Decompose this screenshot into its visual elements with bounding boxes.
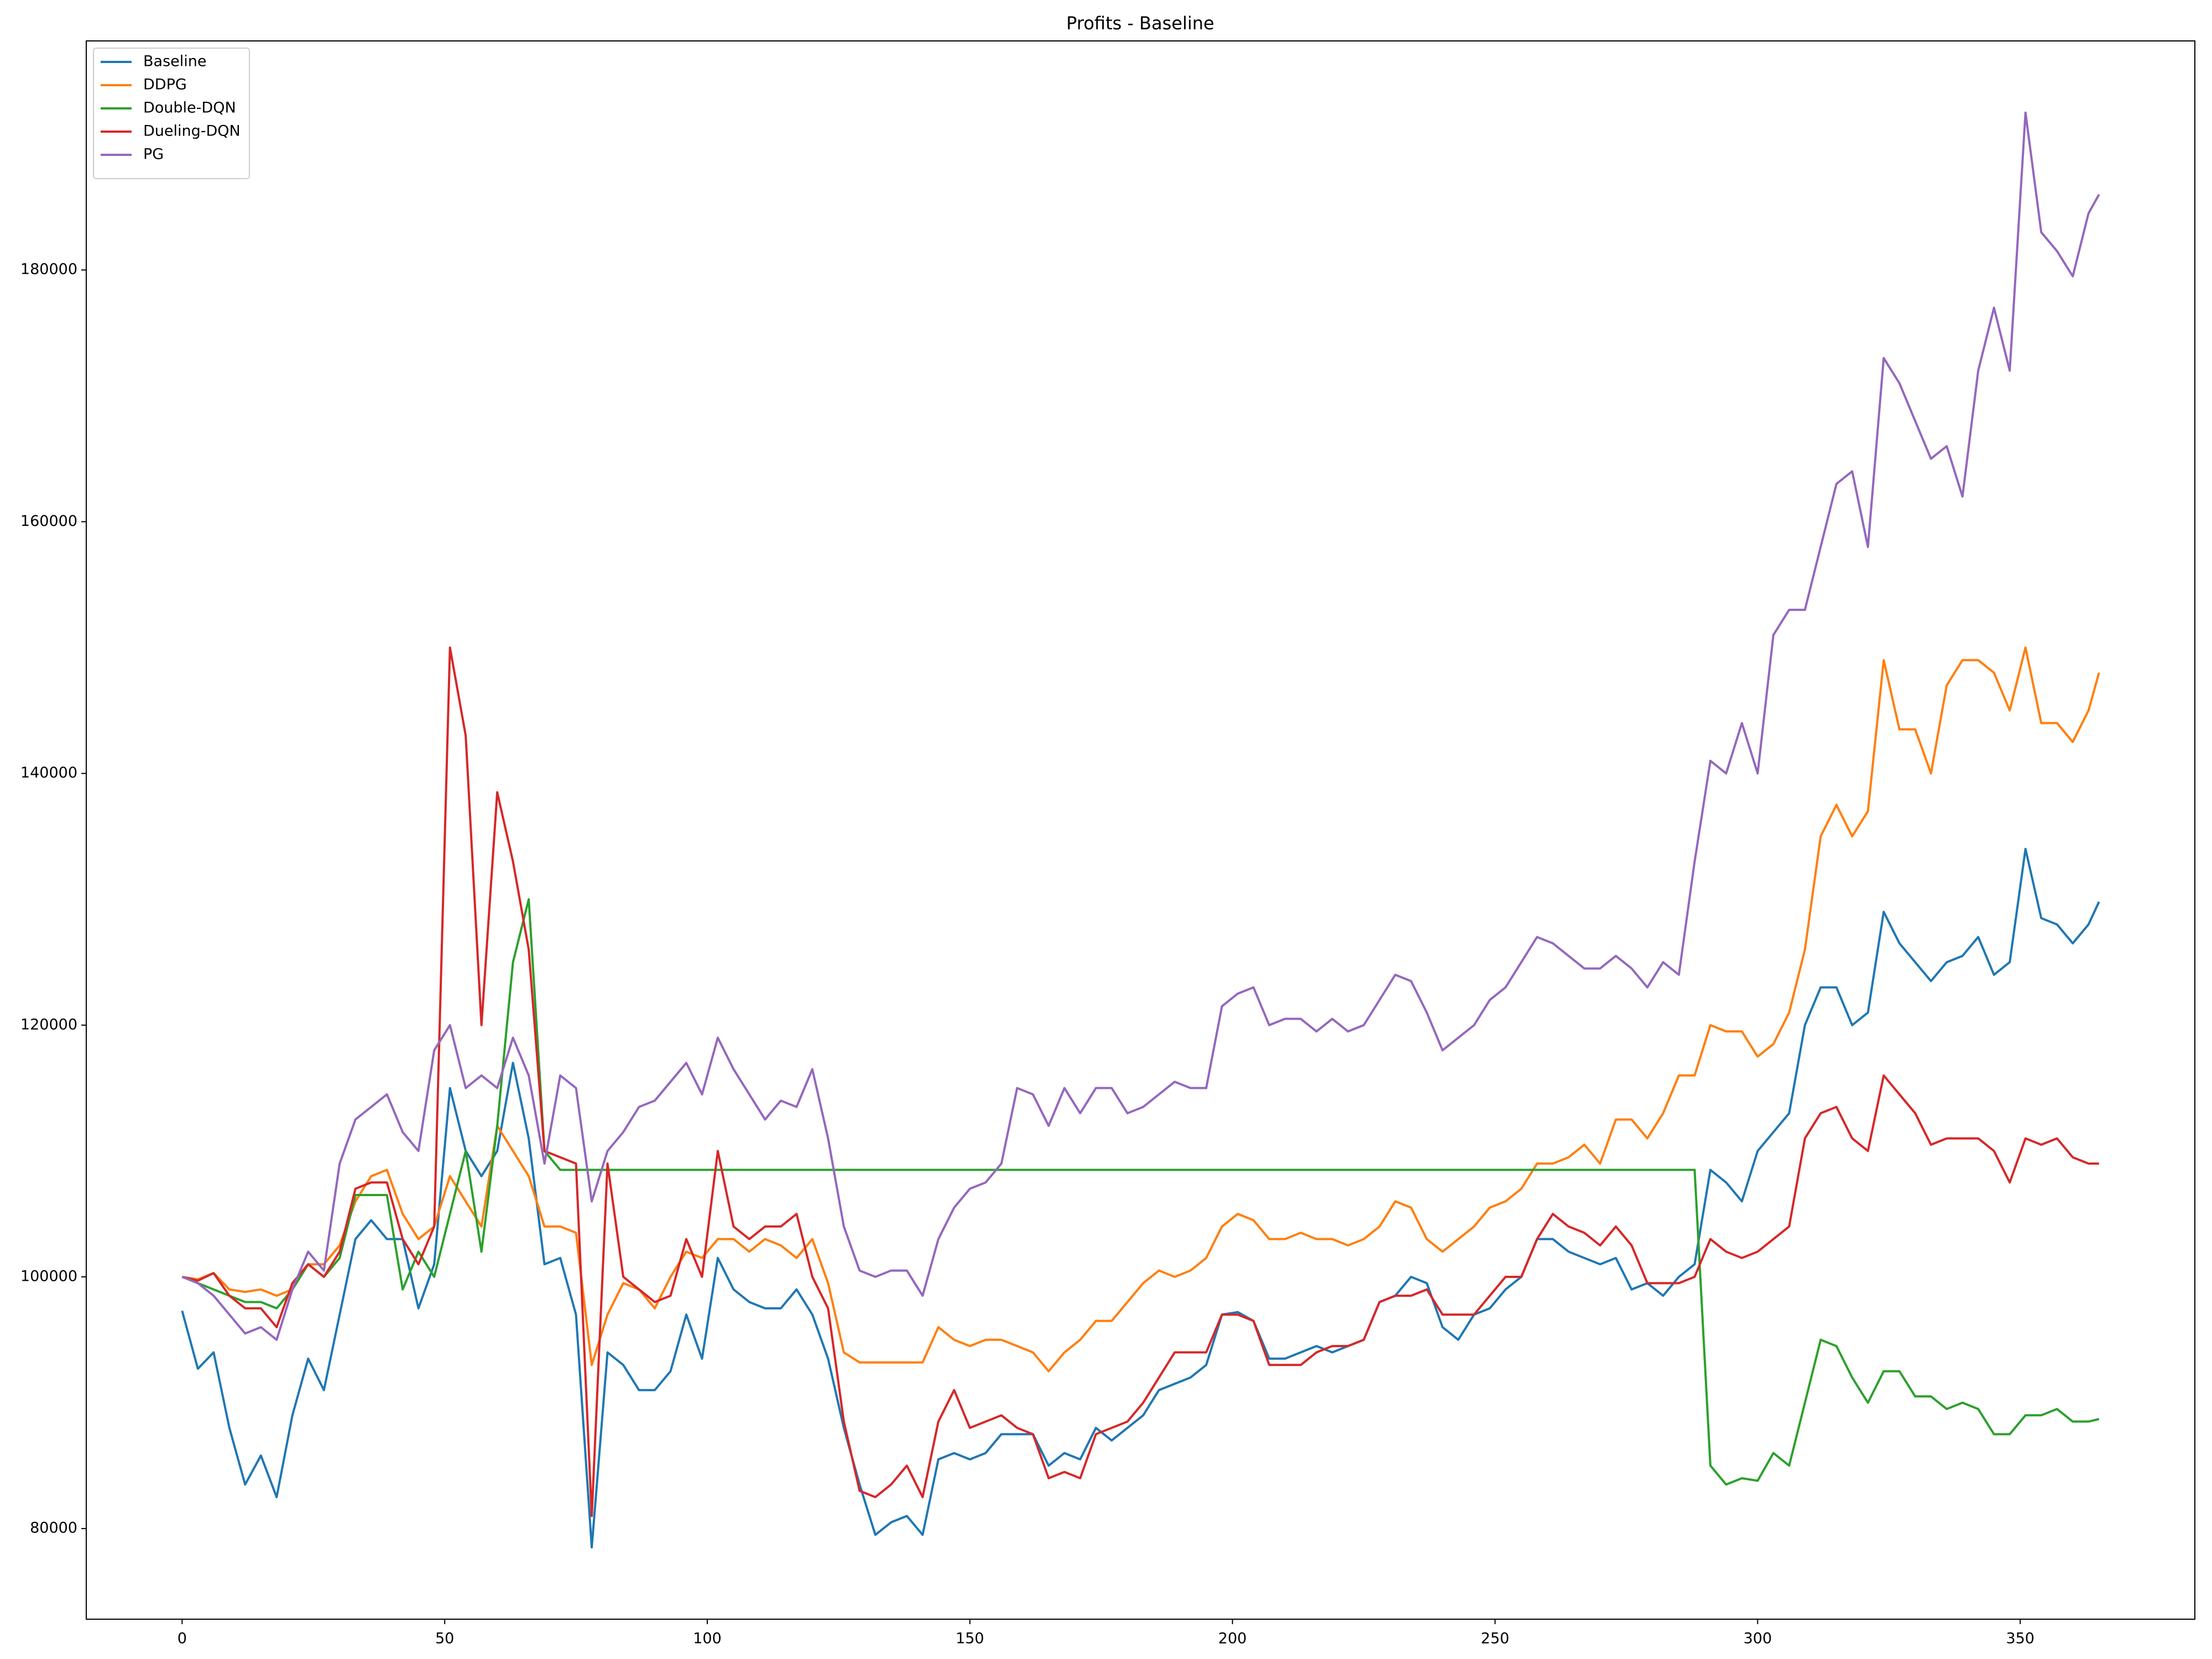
x-tick-label: 300 xyxy=(1744,1630,1772,1647)
y-tick-label: 100000 xyxy=(20,1267,77,1285)
y-tick-label: 160000 xyxy=(20,513,77,530)
x-tick-label: 0 xyxy=(178,1630,187,1647)
series-line xyxy=(181,646,2099,1517)
legend-label: DDPG xyxy=(143,76,187,93)
chart-title: Profits - Baseline xyxy=(1066,13,1214,34)
y-tick-label: 80000 xyxy=(30,1520,77,1537)
x-tick-label: 150 xyxy=(956,1630,984,1647)
legend-label: PG xyxy=(143,146,164,163)
series-line xyxy=(182,646,2100,1373)
legend-label: Double-DQN xyxy=(143,100,236,117)
x-tick-label: 100 xyxy=(693,1630,722,1647)
plot-frame xyxy=(86,40,2195,1620)
series-line xyxy=(181,848,2100,1549)
x-tick-label: 350 xyxy=(2006,1630,2034,1647)
series-line xyxy=(181,111,2100,1341)
y-tick-label: 140000 xyxy=(20,764,77,781)
y-tick-label: 180000 xyxy=(20,261,77,278)
legend-label: Dueling-DQN xyxy=(143,123,241,140)
x-tick-label: 200 xyxy=(1218,1630,1247,1647)
legend-label: Baseline xyxy=(143,53,206,70)
legend-box xyxy=(93,48,250,179)
x-tick-label: 50 xyxy=(435,1630,454,1647)
y-tick-label: 120000 xyxy=(20,1016,77,1033)
x-tick-label: 250 xyxy=(1481,1630,1510,1647)
